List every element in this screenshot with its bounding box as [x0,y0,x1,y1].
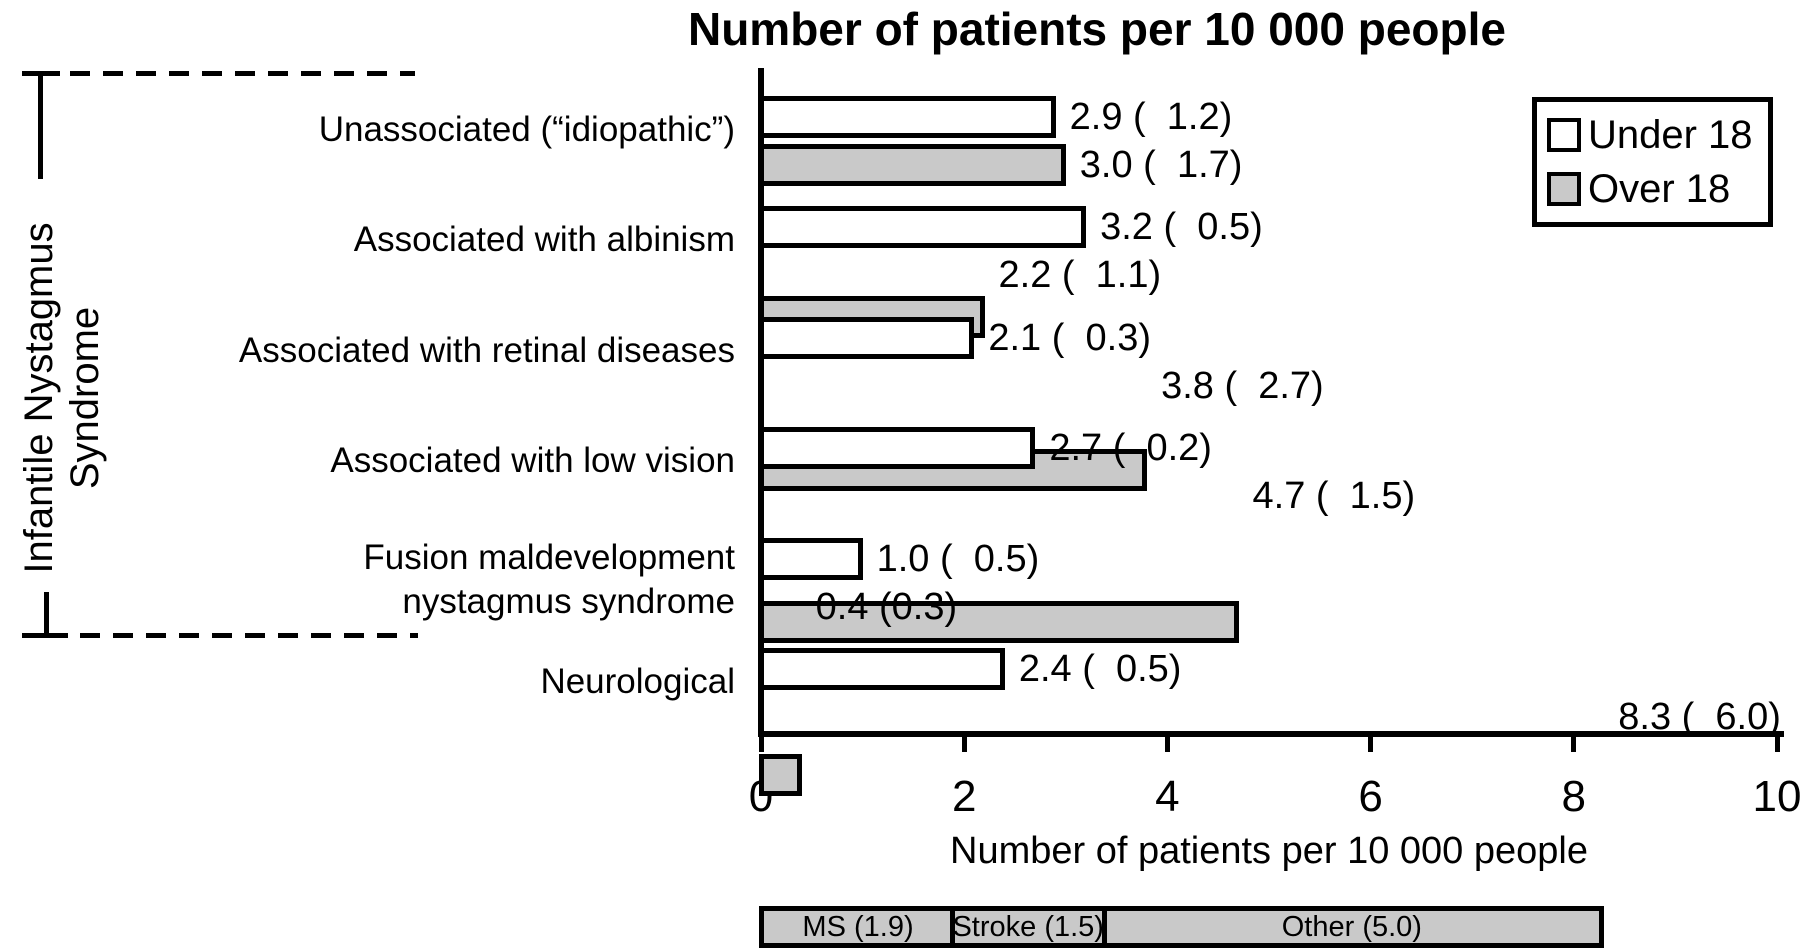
x-tick-10 [1774,737,1780,752]
bar-over18-0 [759,144,1066,186]
legend-item-over-18: Over 18 [1547,169,1768,209]
x-tick-6 [1368,737,1374,752]
bar-under18-4 [759,538,863,580]
ins-bracket-label: Infantile Nystagmus Syndrome [16,222,108,573]
bar-under18-3 [759,427,1036,469]
x-axis-line [758,731,1784,737]
bracket-bottom-dashed-line [80,633,418,638]
x-tick-label-4: 4 [1155,772,1180,821]
x-tick-2 [961,737,967,752]
category-label-0: Unassociated (“idiopathic”) [0,108,735,152]
category-label-line: Associated with low vision [330,441,735,480]
value-label-under18-0: 2.9 ( 1.2) [1069,96,1233,138]
bar-under18-0 [759,96,1056,138]
category-label-line: Associated with retinal diseases [238,331,735,370]
bracket-bottom-stem [44,592,49,638]
category-label-4: Fusion maldevelopment nystagmus syndrome [0,536,735,624]
chart-title: Number of patients per 10 000 people [687,3,1506,55]
bracket-bottom-cap [22,633,68,638]
segment-label-2: Other (5.0) [1281,911,1422,943]
category-label-1: Associated with albinism [0,218,735,262]
legend-swatch-under-18-icon [1547,118,1581,153]
legend-label-under-18: Under 18 [1588,113,1753,158]
bar-over18-3 [759,601,1239,643]
ins-bracket-label-line2: Syndrome [63,306,107,490]
x-tick-8 [1571,737,1577,752]
value-label-under18-3: 2.7 ( 0.2) [1049,427,1212,469]
value-label-over18-1: 2.2 ( 1.1) [998,254,1162,296]
category-label-line: Associated with albinism [353,220,735,259]
category-label-line: Fusion maldevelopment [363,538,735,577]
value-label-under18-5: 2.4 ( 0.5) [1018,648,1182,690]
value-label-over18-5: 8.3 ( 6.0) [1618,696,1781,738]
x-tick-0 [758,737,764,752]
x-tick-label-2: 2 [951,772,977,821]
bar-chart: Number of patients per 10 000 people Inf… [0,3,1800,948]
value-label-under18-4: 1.0 ( 0.5) [876,538,1040,580]
bar-over18-5: MS (1.9) Stroke (1.5) Other (5.0) [759,906,1605,948]
category-label-3: Associated with low vision [0,439,735,483]
x-tick-4 [1164,737,1170,752]
x-tick-label-8: 8 [1561,772,1587,821]
value-label-under18-1: 3.2 ( 0.5) [1100,206,1263,248]
value-label-over18-0: 3.0 ( 1.7) [1079,144,1243,186]
segment-label-0: MS (1.9) [802,911,914,943]
category-label-line: Neurological [540,662,735,701]
x-axis-label: Number of patients per 10 000 people [950,830,1588,872]
category-label-line: Unassociated (“idiopathic”) [318,110,735,149]
segment-label-1: Stroke (1.5) [952,911,1104,943]
ins-bracket-label-line1: Infantile Nystagmus [17,222,61,574]
value-label-under18-2: 2.1 ( 0.3) [988,317,1151,359]
category-label-line: nystagmus syndrome [402,582,735,621]
x-tick-label-10: 10 [1752,772,1800,821]
legend: Under 18 Over 18 [1532,97,1773,227]
bracket-top-stem [38,71,43,179]
bar-over18-4 [759,754,802,796]
bar-under18-5 [759,648,1005,690]
value-label-over18-3: 4.7 ( 1.5) [1252,475,1416,517]
legend-swatch-over-18-icon [1547,171,1581,206]
legend-label-over-18: Over 18 [1588,166,1731,211]
legend-item-under-18: Under 18 [1547,115,1768,155]
value-label-over18-2: 3.8 ( 2.7) [1161,365,1324,407]
bar-under18-2 [759,317,975,359]
bracket-top-dashed-line [70,71,415,76]
category-label-5: Neurological [0,660,735,704]
y-axis-line [758,68,764,737]
bar-under18-1 [759,206,1087,248]
x-tick-label-6: 6 [1358,772,1383,821]
value-label-over18-4: 0.4 (0.3) [815,586,958,628]
category-label-2: Associated with retinal diseases [0,329,735,373]
